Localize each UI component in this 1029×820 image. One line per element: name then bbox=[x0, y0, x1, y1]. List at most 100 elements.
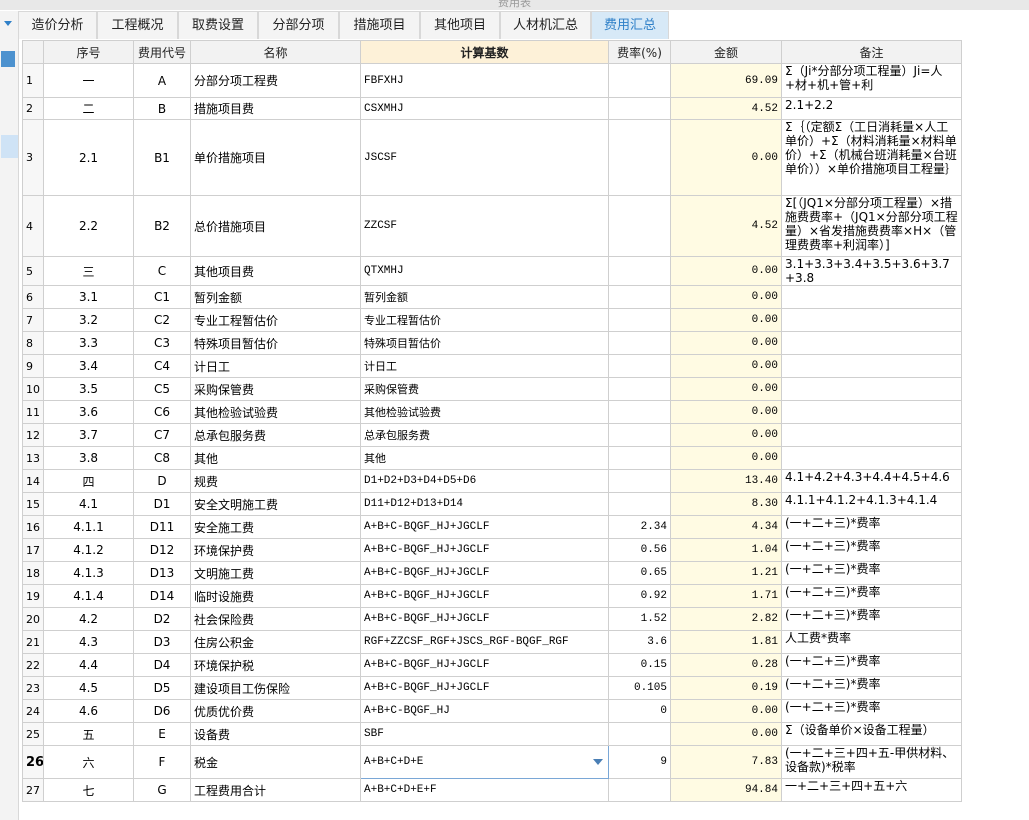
cell-base: D1+D2+D3+D4+D5+D6 bbox=[360, 469, 609, 493]
cell-base: 其他检验试验费 bbox=[360, 400, 609, 424]
cell-code: E bbox=[133, 722, 191, 746]
table-row[interactable]: 25 五 E 设备费 SBF 0.00 Σ（设备单价×设备工程量） bbox=[22, 722, 962, 746]
table-row[interactable]: 21 4.3 D3 住房公积金 RGF+ZZCSF_RGF+JSCS_RGF-BQGF_… bbox=[22, 630, 962, 654]
table-row[interactable]: 16 4.1.1 D11 安全施工费 A+B+C-BQGF_HJ+JGCLF 2.34 4.… bbox=[22, 515, 962, 539]
tab-bar: 造价分析 工程概况 取费设置 分部分项 措施项目 其他项目 人材机汇总 费用汇总 bbox=[18, 11, 669, 40]
cell-code: D11 bbox=[133, 515, 191, 539]
cell-rate bbox=[608, 256, 671, 286]
cell-code: C6 bbox=[133, 400, 191, 424]
side-icons bbox=[1, 21, 18, 158]
cell-no: 21 bbox=[22, 630, 44, 654]
cell-note: (一+二+三)*费率 bbox=[781, 538, 962, 562]
cell-no: 17 bbox=[22, 538, 44, 562]
table-row[interactable]: 14 四 D 规费 D1+D2+D3+D4+D5+D6 13.40 4.1+4.2+4.3+… bbox=[22, 469, 962, 493]
table-row[interactable]: 4 2.2 B2 总价措施项目 ZZCSF 4.52 Σ[（JQ1×分部分项工程量）×措施费… bbox=[22, 195, 962, 257]
cell-amount: 0.00 bbox=[670, 285, 782, 309]
cell-no: 7 bbox=[22, 308, 44, 332]
fee-table: 序号 费用代号 名称 计算基数 费率(%) 金额 备注 1 一 A 分部分项工程费 FBFXHJ 69… bbox=[22, 40, 962, 802]
table-row[interactable]: 9 3.4 C4 计日工 计日工 0.00 bbox=[22, 354, 962, 378]
tab[interactable]: 工程概况 bbox=[97, 11, 178, 39]
cell-rate: 0 bbox=[608, 699, 671, 723]
cell-base: CSXMHJ bbox=[360, 97, 609, 120]
cell-seq: 四 bbox=[43, 469, 134, 493]
cell-code: D4 bbox=[133, 653, 191, 677]
cell-code: F bbox=[133, 745, 191, 779]
cell-base: ZZCSF bbox=[360, 195, 609, 257]
table-row[interactable]: 2 二 B 措施项目费 CSXMHJ 4.52 2.1+2.2 bbox=[22, 97, 962, 120]
tab[interactable]: 取费设置 bbox=[178, 11, 258, 39]
cell-seq: 三 bbox=[43, 256, 134, 286]
cell-rate: 2.34 bbox=[608, 515, 671, 539]
cell-base[interactable]: A+B+C+D+E bbox=[360, 745, 609, 779]
cell-seq: 五 bbox=[43, 722, 134, 746]
column-header: 费用代号 bbox=[133, 40, 191, 64]
side-panel bbox=[0, 11, 19, 820]
cell-no: 6 bbox=[22, 285, 44, 309]
cell-name: 环境保护税 bbox=[190, 653, 361, 677]
collapse-arrow[interactable] bbox=[4, 21, 12, 26]
cell-code: C3 bbox=[133, 331, 191, 355]
cell-name: 设备费 bbox=[190, 722, 361, 746]
cell-rate: 0.65 bbox=[608, 561, 671, 585]
tab[interactable]: 分部分项 bbox=[258, 11, 339, 39]
cell-code: D2 bbox=[133, 607, 191, 631]
dropdown-arrow[interactable] bbox=[592, 758, 604, 766]
cell-no: 18 bbox=[22, 561, 44, 585]
cell-base: FBFXHJ bbox=[360, 63, 609, 98]
cell-seq: 4.1.4 bbox=[43, 584, 134, 608]
cell-seq: 4.1 bbox=[43, 492, 134, 516]
corner bbox=[22, 40, 44, 64]
cell-seq: 3.2 bbox=[43, 308, 134, 332]
table-row[interactable]: 12 3.7 C7 总承包服务费 总承包服务费 0.00 bbox=[22, 423, 962, 447]
table-row[interactable]: 3 2.1 B1 单价措施项目 JSCSF 0.00 Σ｛（定额Σ（工日消耗量×人工单价）+… bbox=[22, 119, 962, 196]
table-row[interactable]: 1 一 A 分部分项工程费 FBFXHJ 69.09 Σ（Ji*分部分项工程量）Ji=人+材… bbox=[22, 63, 962, 98]
cell-name: 暂列金额 bbox=[190, 285, 361, 309]
tab[interactable]: 措施项目 bbox=[339, 11, 420, 39]
cell-name: 专业工程暂估价 bbox=[190, 308, 361, 332]
cell-name: 住房公积金 bbox=[190, 630, 361, 654]
cell-amount: 0.00 bbox=[670, 423, 782, 447]
table-row[interactable]: 22 4.4 D4 环境保护税 A+B+C-BQGF_HJ+JGCLF 0.15 0.28(… bbox=[22, 653, 962, 677]
table-row[interactable]: 8 3.3 C3 特殊项目暂估价 特殊项目暂估价 0.00 bbox=[22, 331, 962, 355]
cell-no: 25 bbox=[22, 722, 44, 746]
table-row[interactable]: 15 4.1 D1 安全文明施工费 D11+D12+D13+D14 8.30 4.1.1+4… bbox=[22, 492, 962, 516]
cell-seq: 2.2 bbox=[43, 195, 134, 257]
cell-seq: 2.1 bbox=[43, 119, 134, 196]
table-row[interactable]: 11 3.6 C6 其他检验试验费 其他检验试验费 0.00 bbox=[22, 400, 962, 424]
cell-code: D13 bbox=[133, 561, 191, 585]
cell-code: C1 bbox=[133, 285, 191, 309]
cell-no: 15 bbox=[22, 492, 44, 516]
cell-seq: 六 bbox=[43, 745, 134, 779]
cell-no: 1 bbox=[22, 63, 44, 98]
tab[interactable]: 其他项目 bbox=[420, 11, 500, 39]
table-row[interactable]: 10 3.5 C5 采购保管费 采购保管费 0.00 bbox=[22, 377, 962, 401]
table-row[interactable]: 18 4.1.3 D13 文明施工费 A+B+C-BQGF_HJ+JGCLF 0.65 1.… bbox=[22, 561, 962, 585]
table-row[interactable]: 17 4.1.2 D12 环境保护费 A+B+C-BQGF_HJ+JGCLF 0.56 1.… bbox=[22, 538, 962, 562]
cell-amount: 1.71 bbox=[670, 584, 782, 608]
table-row[interactable]: 19 4.1.4 D14 临时设施费 A+B+C-BQGF_HJ+JGCLF 0.92 1.… bbox=[22, 584, 962, 608]
side-icon[interactable] bbox=[1, 51, 15, 67]
cell-no: 14 bbox=[22, 469, 44, 493]
tab[interactable]: 造价分析 bbox=[18, 11, 97, 39]
table-row[interactable]: 24 4.6 D6 优质优价费 A+B+C-BQGF_HJ 0 0.00 (一+二+三)*费率 bbox=[22, 699, 962, 723]
table-row[interactable]: 7 3.2 C2 专业工程暂估价 专业工程暂估价 0.00 bbox=[22, 308, 962, 332]
table-row[interactable]: 27 七 G 工程费用合计 A+B+C+D+E+F 94.84 一+二+三+四+五+六 bbox=[22, 778, 962, 802]
tab[interactable]: 费用汇总 bbox=[591, 11, 669, 39]
table-row[interactable]: 23 4.5 D5 建设项目工伤保险 A+B+C-BQGF_HJ+JGCLF 0.105 0… bbox=[22, 676, 962, 700]
cell-name: 采购保管费 bbox=[190, 377, 361, 401]
cell-amount: 0.00 bbox=[670, 308, 782, 332]
column-header: 计算基数 bbox=[360, 40, 609, 64]
table-row[interactable]: 20 4.2 D2 社会保险费 A+B+C-BQGF_HJ+JGCLF 1.52 2.82(… bbox=[22, 607, 962, 631]
table-row[interactable]: 5 三 C 其他项目费 QTXMHJ 0.00 3.1+3.3+3.4+3.5+3.6+3.… bbox=[22, 256, 962, 286]
cell-code: D6 bbox=[133, 699, 191, 723]
cell-note: 2.1+2.2 bbox=[781, 97, 962, 120]
cell-rate bbox=[608, 446, 671, 470]
table-row[interactable]: 26 六 F 税金 A+B+C+D+E 9 7.83 (一+二+三+四+五-甲供材料、设备款)… bbox=[22, 745, 962, 779]
cell-code: A bbox=[133, 63, 191, 98]
table-row[interactable]: 13 3.8 C8 其他 其他 0.00 bbox=[22, 446, 962, 470]
tab[interactable]: 人材机汇总 bbox=[500, 11, 591, 39]
table-row[interactable]: 6 3.1 C1 暂列金额 暂列金额 0.00 bbox=[22, 285, 962, 309]
cell-amount: 4.34 bbox=[670, 515, 782, 539]
cell-base: D11+D12+D13+D14 bbox=[360, 492, 609, 516]
cell-note: 人工费*费率 bbox=[781, 630, 962, 654]
